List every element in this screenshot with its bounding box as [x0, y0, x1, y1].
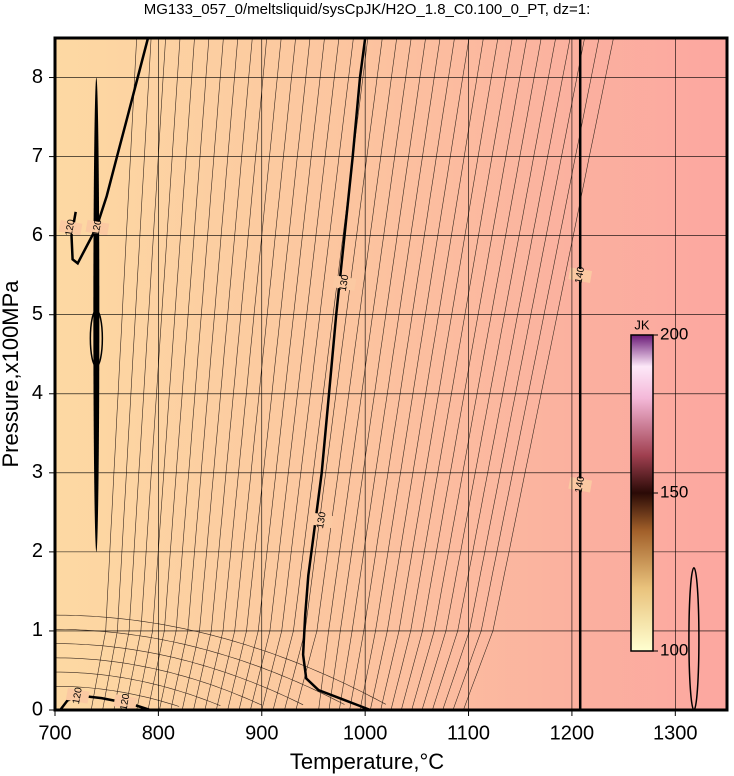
minor-contour	[147, 38, 210, 710]
minor-contour	[318, 38, 412, 710]
minor-contour	[452, 38, 600, 710]
minor-contour	[284, 38, 383, 710]
minor-contour	[170, 38, 239, 710]
minor-contour	[390, 38, 513, 710]
minor-contour	[401, 38, 528, 710]
minor-contour	[204, 38, 282, 710]
contour-label: 130	[315, 511, 329, 530]
y-tick-label: 4	[32, 382, 43, 404]
contour-label: 140	[573, 475, 587, 494]
minor-contour	[359, 38, 470, 710]
contour-label: 120	[71, 686, 85, 705]
colorbar: JK 100 150 200	[630, 317, 688, 659]
y-tick-label: 8	[32, 66, 43, 88]
axes: 700 800 900 1000 1100 1200 1300 0 1 2 3 4 5 6 7 8	[32, 38, 727, 744]
minor-contour	[55, 614, 386, 705]
x-tick-label: 1100	[447, 722, 490, 744]
minor-contour	[193, 38, 267, 710]
contour-label: 120	[91, 218, 105, 237]
y-tick-label: 1	[32, 619, 43, 641]
plot-area: 120 120 120 120 130 130 140 140	[58, 38, 593, 712]
minor-contour	[421, 38, 556, 710]
contour-label-bg	[65, 687, 90, 704]
minor-contour	[339, 38, 441, 710]
minor-contour	[227, 38, 311, 710]
minor-contour	[463, 38, 614, 710]
colorbar-tick-label: 150	[660, 482, 688, 501]
minor-contour	[125, 38, 181, 710]
contour-label-bg	[85, 219, 110, 236]
minor-contour	[328, 38, 426, 710]
x-tick-label: 1000	[343, 722, 388, 744]
minor-contour	[432, 38, 571, 710]
contour-label-bg	[309, 512, 334, 529]
y-tick-label: 0	[32, 698, 43, 720]
x-tick-label: 700	[38, 722, 71, 744]
minor-contour	[411, 38, 542, 710]
minor-contour	[113, 38, 166, 710]
contour-label: 140	[573, 266, 587, 285]
y-tick-label: 7	[32, 145, 43, 167]
contour-label-bg	[568, 267, 593, 283]
contour-label-bg	[568, 476, 593, 493]
x-axis-label: Temperature,°C	[290, 749, 444, 774]
colorbar-tick-label: 100	[660, 640, 688, 659]
y-tick-label: 5	[32, 303, 43, 325]
y-tick-label: 3	[32, 461, 43, 483]
minor-contour	[216, 38, 296, 710]
contour-field	[55, 38, 700, 710]
minor-contour	[102, 38, 152, 710]
minor-contour	[181, 38, 253, 710]
x-tick-label: 800	[142, 722, 175, 744]
colorbar-tick-label: 200	[660, 324, 688, 343]
contour-line	[59, 694, 151, 710]
x-tick-label: 1300	[653, 722, 698, 744]
x-tick-label: 1200	[550, 722, 595, 744]
contour-label-bg	[332, 275, 357, 291]
x-tick-label: 900	[245, 722, 278, 744]
minor-contour	[136, 38, 195, 710]
minor-contour	[55, 629, 345, 705]
minor-contour	[380, 38, 499, 710]
minor-contour	[349, 38, 455, 710]
contour-label: 120	[119, 693, 133, 712]
y-tick-label: 2	[32, 540, 43, 562]
chart-title: MG133_057_0/meltsliquid/sysCpJK/H2O_1.8_…	[144, 1, 591, 18]
minor-contour	[442, 38, 585, 710]
spike	[89, 309, 104, 368]
contour-label: 130	[338, 274, 352, 293]
minor-contour	[90, 38, 137, 710]
y-axis-label: Pressure,x100MPa	[0, 280, 23, 468]
contour-label: 120	[64, 218, 78, 237]
minor-contour	[295, 38, 397, 710]
colorbar-scale	[630, 334, 654, 652]
contour-label-bg	[113, 694, 138, 710]
minor-contour	[250, 38, 340, 710]
minor-contour	[159, 38, 224, 710]
minor-contour	[55, 671, 221, 706]
minor-contour	[370, 38, 484, 710]
contour-line	[301, 38, 371, 710]
contour-label-bg	[58, 219, 83, 236]
colorbar-label: JK	[634, 317, 650, 332]
minor-contour	[261, 38, 354, 710]
y-tick-label: 6	[32, 224, 43, 246]
